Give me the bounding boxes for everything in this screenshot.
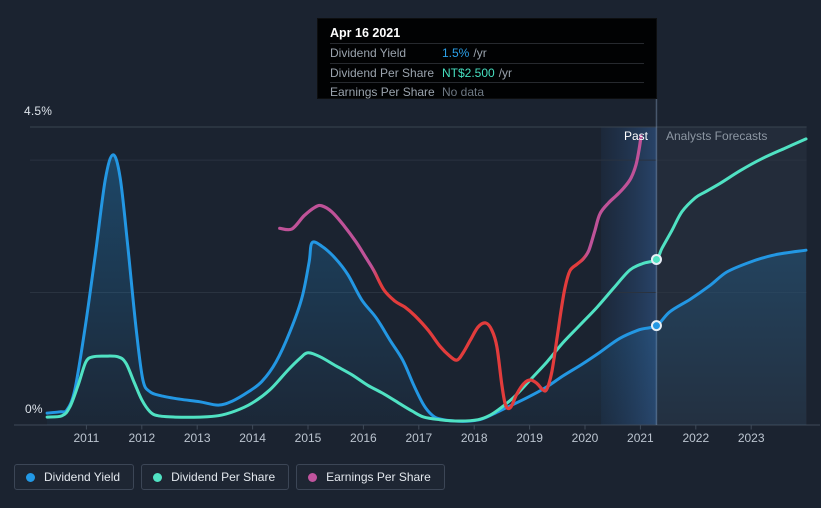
dividend-yield-marker[interactable]: [650, 320, 662, 332]
legend-item-dividend-yield[interactable]: Dividend Yield: [14, 464, 135, 490]
tooltip-row-value: NT$2.500: [442, 65, 495, 80]
tooltip-row-dividend-per-share: Dividend Per Share NT$2.500/yr: [330, 62, 644, 83]
analysts-forecasts-label: Analysts Forecasts: [666, 129, 768, 143]
dividend-yield-line: [45, 153, 808, 423]
legend-dot-icon: [308, 472, 318, 482]
y-axis-bottom-label: 0%: [25, 402, 43, 416]
tooltip-row-label: Earnings Per Share: [330, 85, 435, 100]
chart-tooltip: Apr 16 2021 Dividend Yield 1.5%/yr Dividen…: [317, 18, 657, 99]
tooltip-row-earnings-per-share: Earnings Per Share No data: [330, 82, 644, 102]
earnings-per-share-line: [278, 134, 643, 411]
tooltip-row-unit: /yr: [498, 65, 513, 80]
past-label: Past: [623, 129, 648, 143]
chart-legend: Dividend Yield Dividend Per Share Earnings…: [14, 464, 445, 490]
tooltip-row-value: No data: [442, 85, 485, 100]
tooltip-row-unit: /yr: [473, 46, 487, 61]
tooltip-row-value: 1.5%: [442, 46, 470, 61]
legend-item-label: Earnings Per Share: [326, 470, 431, 484]
tooltip-row-label: Dividend Yield: [330, 46, 407, 61]
legend-item-label: Dividend Per Share: [171, 470, 276, 484]
tooltip-row-dividend-yield: Dividend Yield 1.5%/yr: [330, 43, 644, 63]
legend-dot-icon: [153, 472, 163, 482]
dividend-per-share-line: [45, 137, 808, 423]
dividend-yield-area: [47, 154, 807, 426]
tooltip-row-label: Dividend Per Share: [330, 65, 435, 80]
legend-item-dividend-per-share[interactable]: Dividend Per Share: [141, 464, 290, 490]
tooltip-date: Apr 16 2021: [330, 26, 401, 40]
legend-dot-icon: [26, 472, 35, 482]
y-axis-top-label: 4.5%: [24, 104, 53, 118]
legend-item-label: Dividend Yield: [44, 470, 121, 484]
legend-item-earnings-per-share[interactable]: Earnings Per Share: [296, 464, 445, 490]
dividend-per-share-marker[interactable]: [650, 253, 662, 265]
